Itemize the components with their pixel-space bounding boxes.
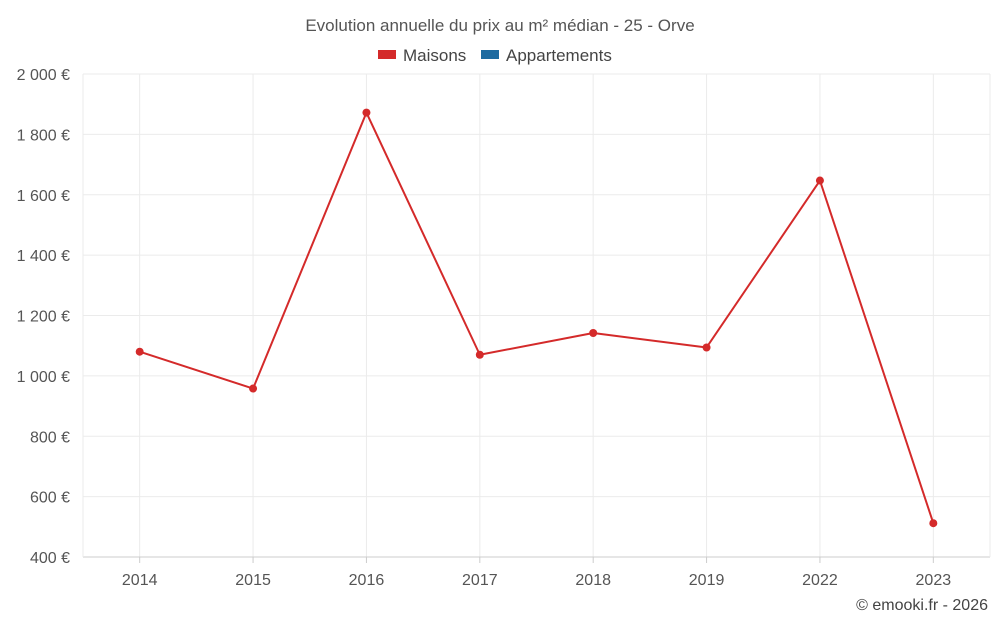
y-tick-label: 600 € xyxy=(30,490,70,507)
y-tick-label: 800 € xyxy=(30,429,70,446)
x-tick-label: 2016 xyxy=(349,572,385,589)
data-point-2023[interactable] xyxy=(929,519,938,528)
y-tick-label: 1 600 € xyxy=(17,188,70,205)
x-tick-label: 2014 xyxy=(122,572,158,589)
x-tick-label: 2022 xyxy=(802,572,838,589)
data-point-2018[interactable] xyxy=(589,329,598,338)
data-point-2022[interactable] xyxy=(815,176,824,185)
legend-swatch-appartements xyxy=(481,50,499,59)
y-axis-ticks: 400 € 600 € 800 € 1 000 € 1 200 € 1 400 € 1 60… xyxy=(17,67,70,567)
x-tick-label: 2015 xyxy=(235,572,271,589)
legend-label-maisons[interactable]: Maisons xyxy=(403,46,466,65)
credit-text: © emooki.fr - 2026 xyxy=(856,597,988,614)
x-tick-label: 2023 xyxy=(916,572,952,589)
legend-label-appartements[interactable]: Appartements xyxy=(506,46,612,65)
y-tick-label: 1 800 € xyxy=(17,127,70,144)
series-maisons xyxy=(135,108,938,528)
legend-swatch-maisons xyxy=(378,50,396,59)
data-point-2015[interactable] xyxy=(249,384,258,393)
y-tick-label: 1 200 € xyxy=(17,309,70,326)
chart-title: Evolution annuelle du prix au m² médian … xyxy=(305,16,694,35)
x-axis-ticks: 2014 2015 2016 2017 2018 2019 2022 2023 xyxy=(122,557,951,589)
grid xyxy=(82,73,991,558)
y-tick-label: 400 € xyxy=(30,550,70,567)
data-point-2019[interactable] xyxy=(702,343,711,352)
x-tick-label: 2018 xyxy=(575,572,611,589)
series-line-maisons xyxy=(139,111,935,524)
data-point-2014[interactable] xyxy=(135,347,144,356)
x-tick-label: 2017 xyxy=(462,572,498,589)
y-tick-label: 1 400 € xyxy=(17,248,70,265)
y-tick-label: 1 000 € xyxy=(17,369,70,386)
y-tick-label: 2 000 € xyxy=(17,67,70,84)
x-tick-label: 2019 xyxy=(689,572,725,589)
data-point-2017[interactable] xyxy=(475,350,484,359)
data-point-2016[interactable] xyxy=(362,108,371,117)
legend: Maisons Appartements xyxy=(378,46,612,65)
